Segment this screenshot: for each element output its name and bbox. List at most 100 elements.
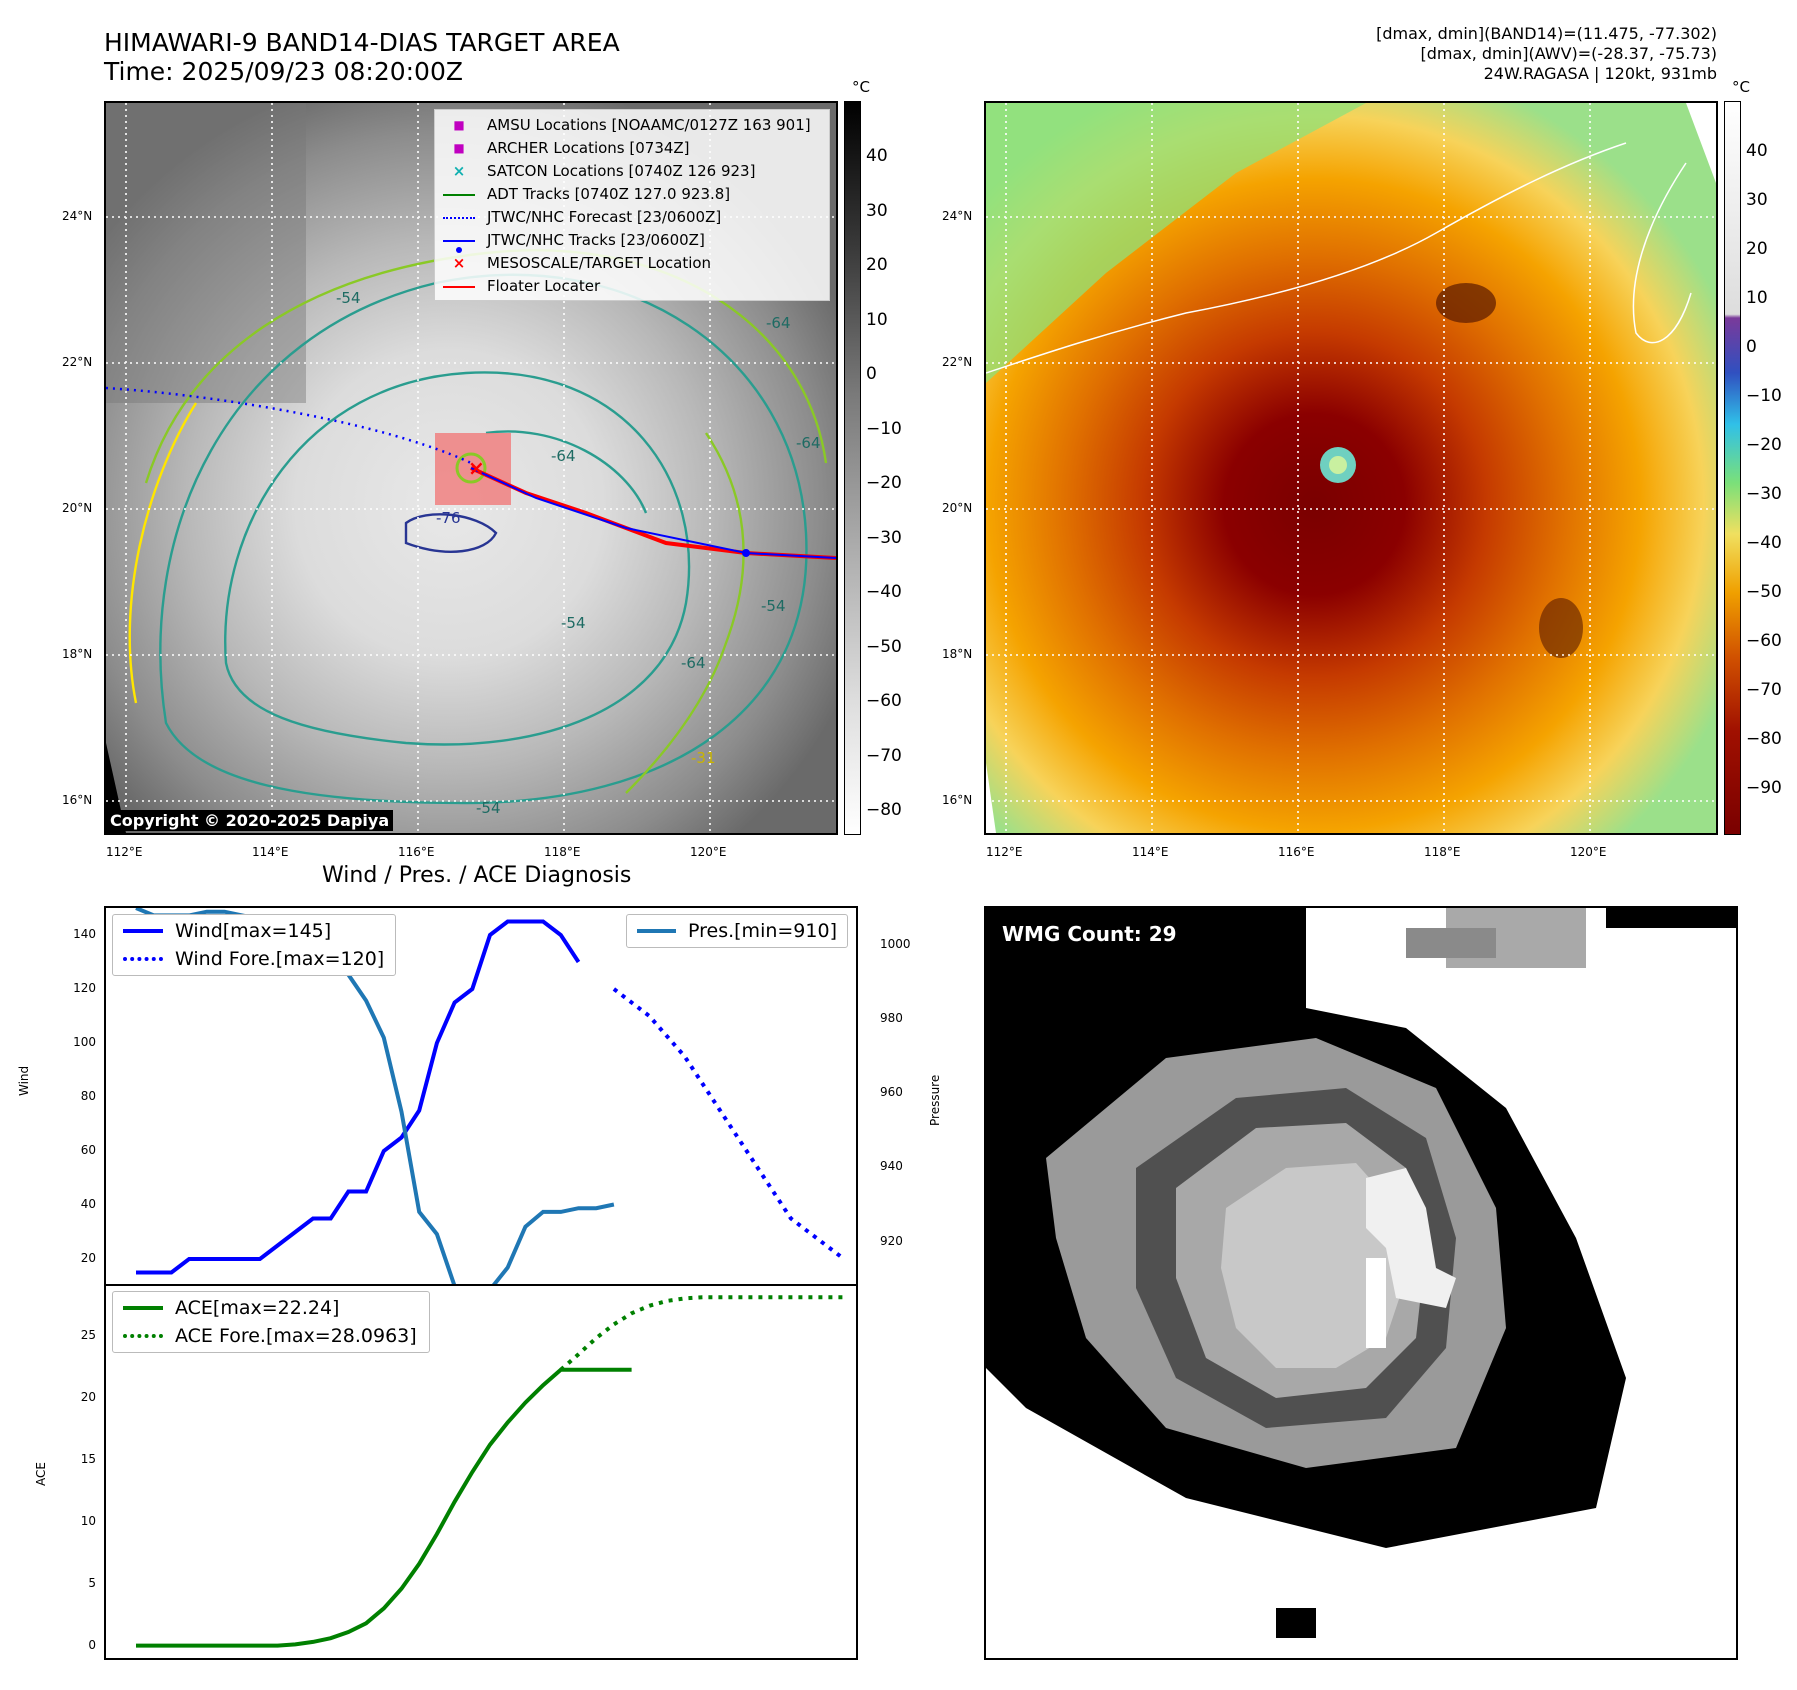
axis-tick: 5 bbox=[88, 1575, 96, 1590]
copyright-label: Copyright © 2020-2025 Dapiya bbox=[106, 810, 394, 831]
colorbar-unit: °C bbox=[1732, 78, 1750, 96]
axis-tick: 80 bbox=[80, 1089, 96, 1103]
axis-tick: 25 bbox=[80, 1327, 96, 1342]
ace-legend: ACE[max=22.24] ACE Fore.[max=28.0963] bbox=[112, 1291, 430, 1353]
legend-label: JTWC/NHC Tracks [23/0600Z] bbox=[487, 231, 705, 249]
ace-plot bbox=[136, 1295, 844, 1648]
wind-line bbox=[136, 919, 581, 1275]
lon-label: 118°E bbox=[1424, 845, 1461, 859]
colorbar-tick: −20 bbox=[866, 473, 902, 493]
axis-tick: 920 bbox=[880, 1233, 903, 1248]
colorbar-tick: 20 bbox=[866, 255, 888, 275]
legend-symbol-icon bbox=[443, 216, 475, 219]
ace-legend-swatch bbox=[123, 1306, 163, 1310]
colorbar-tick: 40 bbox=[1746, 141, 1768, 161]
colorbar-tick: 0 bbox=[866, 364, 877, 384]
legend-symbol-icon bbox=[443, 239, 475, 253]
legend-symbol-icon bbox=[443, 193, 475, 196]
chart-title-line2: Time: 2025/09/23 08:20:00Z bbox=[104, 57, 463, 86]
axis-tick: 140 bbox=[73, 927, 96, 941]
legend-item: Floater Locater bbox=[443, 275, 821, 298]
axis-tick: 40 bbox=[80, 1197, 96, 1211]
lon-label: 116°E bbox=[398, 845, 435, 859]
colorbar-tick: −20 bbox=[1746, 435, 1782, 455]
lon-label: 114°E bbox=[1132, 845, 1169, 859]
target-marker: × bbox=[468, 456, 485, 480]
axis-tick: 20 bbox=[80, 1251, 96, 1265]
axis-tick: 960 bbox=[880, 1085, 903, 1100]
axis-tick: 120 bbox=[73, 981, 96, 995]
lon-label: 112°E bbox=[986, 845, 1023, 859]
axis-tick: 940 bbox=[880, 1159, 903, 1174]
ir-map-panel: × -76 -64 -64 -54 -54 -64 -54 -31 -54 -6… bbox=[104, 101, 838, 835]
legend-item: × MESOSCALE/TARGET Location bbox=[443, 252, 821, 275]
axis-tick: 980 bbox=[880, 1011, 903, 1026]
wind-fore-legend-swatch bbox=[123, 957, 163, 961]
colorbar-tick: −80 bbox=[866, 800, 902, 820]
wind-legend-swatch bbox=[123, 929, 163, 933]
colorbar-tick: 20 bbox=[1746, 239, 1768, 259]
colorbar-tick: 30 bbox=[1746, 190, 1768, 210]
colorbar-tick: −60 bbox=[866, 691, 902, 711]
axis-tick: 10 bbox=[80, 1513, 96, 1528]
colorbar-tick: 10 bbox=[866, 309, 888, 330]
colorbar-tick: −30 bbox=[866, 527, 902, 548]
lat-label: 20°N bbox=[62, 501, 93, 515]
contour-label: -54 bbox=[336, 289, 361, 307]
colorbar-tick: −50 bbox=[866, 636, 902, 657]
legend-label: Floater Locater bbox=[487, 277, 601, 295]
ace-forecast-line bbox=[559, 1295, 844, 1372]
legend-symbol-icon: ■ bbox=[453, 118, 465, 132]
lon-label: 120°E bbox=[1570, 845, 1607, 859]
contour-label: -54 bbox=[761, 597, 786, 615]
lon-label: 116°E bbox=[1278, 845, 1315, 859]
lat-label: 18°N bbox=[942, 647, 973, 661]
color-map-image bbox=[986, 103, 1716, 833]
ir-colorbar bbox=[844, 101, 861, 835]
wind-forecast-line bbox=[612, 987, 846, 1261]
legend-symbol-icon: × bbox=[452, 162, 466, 180]
wmg-count-label: WMG Count: 29 bbox=[996, 920, 1183, 948]
colorbar-tick: 0 bbox=[1746, 337, 1757, 357]
ace-chart bbox=[104, 1284, 858, 1660]
lat-label: 20°N bbox=[942, 501, 973, 515]
contour-label: -31 bbox=[691, 749, 716, 767]
colorbar-tick: −70 bbox=[866, 745, 902, 766]
chart-title-line1: HIMAWARI-9 BAND14-DIAS TARGET AREA bbox=[104, 28, 620, 57]
legend-item: JTWC/NHC Forecast [23/0600Z] bbox=[443, 206, 821, 229]
pressure-axis-label: Pressure bbox=[928, 1074, 942, 1126]
lat-label: 24°N bbox=[942, 209, 973, 223]
colorbar-tick: −90 bbox=[1746, 778, 1782, 798]
colorbar-tick: −80 bbox=[1746, 729, 1782, 749]
colorbar-tick: −40 bbox=[1746, 533, 1782, 553]
legend-item: ■ ARCHER Locations [0734Z] bbox=[443, 137, 821, 160]
colorbar-unit: °C bbox=[852, 78, 870, 96]
legend-label: AMSU Locations [NOAAMC/0127Z 163 901] bbox=[487, 116, 811, 134]
pressure-legend: Pres.[min=910] bbox=[626, 914, 848, 948]
colorbar-tick: −30 bbox=[1746, 484, 1782, 504]
legend-symbol-icon: × bbox=[452, 254, 466, 272]
ir-map-legend: ■ AMSU Locations [NOAAMC/0127Z 163 901] ■ A… bbox=[434, 109, 830, 301]
contour-label: -54 bbox=[476, 799, 501, 817]
wind-fore-legend-label: Wind Fore.[max=120] bbox=[175, 948, 385, 970]
wind-pressure-plot bbox=[135, 908, 846, 1286]
axis-tick: 0 bbox=[88, 1637, 96, 1652]
contour-label: -64 bbox=[551, 447, 576, 465]
wind-axis-label: Wind bbox=[17, 1065, 31, 1096]
lon-label: 118°E bbox=[544, 845, 581, 859]
ace-line bbox=[136, 1367, 632, 1648]
legend-symbol-icon bbox=[443, 285, 475, 288]
axis-tick: 1000 bbox=[880, 937, 911, 952]
lat-label: 22°N bbox=[942, 355, 973, 369]
axis-tick: 100 bbox=[73, 1035, 96, 1049]
colorbar-tick: 30 bbox=[866, 200, 888, 221]
lat-label: 24°N bbox=[62, 209, 93, 223]
diagnosis-title: Wind / Pres. / ACE Diagnosis bbox=[322, 863, 632, 888]
info-line1: [dmax, dmin](BAND14)=(11.475, -77.302) bbox=[1376, 24, 1717, 43]
contour-label: -64 bbox=[681, 654, 706, 672]
legend-label: ADT Tracks [0740Z 127.0 923.8] bbox=[487, 185, 731, 203]
color-map-panel bbox=[984, 101, 1718, 835]
axis-tick: 15 bbox=[80, 1451, 96, 1466]
contour-label: -54 bbox=[561, 614, 586, 632]
lat-label: 18°N bbox=[62, 647, 93, 661]
